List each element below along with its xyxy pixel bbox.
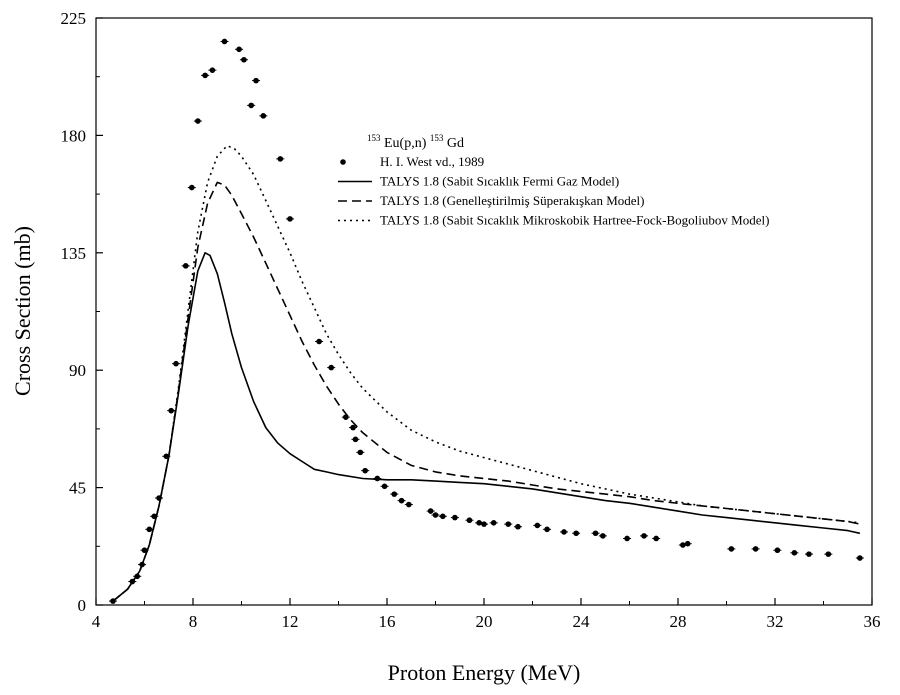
legend-label: TALYS 1.8 (Sabit Sıcaklık Mikroskobik Ha… <box>380 213 769 228</box>
data-point <box>534 522 541 529</box>
y-tick-label: 180 <box>61 126 87 145</box>
legend: 153 Eu(p,n) 153 Gd H. I. West vd., 1989 T… <box>338 130 769 228</box>
x-tick-label: 20 <box>476 612 493 631</box>
data-point <box>490 520 497 526</box>
data-point <box>195 118 201 124</box>
legend-label: TALYS 1.8 (Sabit Sıcaklık Fermi Gaz Mode… <box>380 174 619 189</box>
data-point <box>168 407 174 414</box>
data-point <box>684 540 691 547</box>
data-point <box>350 424 356 431</box>
data-point <box>439 513 446 520</box>
series-line-solid <box>112 252 861 602</box>
legend-items: H. I. West vd., 1989 TALYS 1.8 (Sabit Sıc… <box>338 154 769 228</box>
data-point <box>573 530 579 537</box>
data-point <box>752 546 759 552</box>
x-axis-ticks: 4 8 12 16 20 24 28 32 36 <box>92 598 881 631</box>
x-axis-label: Proton Energy (MeV) <box>388 660 581 685</box>
data-point <box>146 526 153 533</box>
series-line-dotted <box>112 145 860 602</box>
x-tick-label: 8 <box>189 612 198 631</box>
data-point <box>466 517 473 524</box>
data-point <box>427 508 434 514</box>
data-point <box>202 72 208 79</box>
y-tick-label: 0 <box>78 596 87 615</box>
data-point <box>248 102 254 109</box>
data-point <box>362 467 368 474</box>
data-point <box>592 530 599 537</box>
data-point <box>624 535 630 542</box>
legend-title: 153 Eu(p,n) 153 Gd <box>367 130 464 151</box>
series-line-dashed <box>112 181 861 602</box>
data-point <box>391 491 398 497</box>
data-point <box>357 449 364 456</box>
data-point <box>173 360 179 367</box>
data-point <box>515 523 521 530</box>
data-point <box>352 436 359 443</box>
data-point <box>728 546 735 552</box>
data-point <box>476 520 482 526</box>
data-point <box>221 38 228 45</box>
data-point <box>653 535 659 542</box>
series-layer <box>108 38 864 604</box>
series-experimental <box>108 38 864 604</box>
y-tick-label: 225 <box>61 9 87 28</box>
data-point <box>680 542 686 548</box>
data-point <box>806 551 812 557</box>
data-point <box>328 364 335 371</box>
legend-marker-points <box>340 159 346 165</box>
data-point <box>398 497 405 504</box>
y-tick-label: 90 <box>69 361 86 380</box>
legend-title-sup-b: 153 <box>430 133 444 143</box>
x-tick-label: 4 <box>92 612 101 631</box>
legend-label: TALYS 1.8 (Genelleştirilmiş Süperakışkan… <box>380 193 644 208</box>
data-point <box>241 56 247 63</box>
data-point <box>236 46 242 53</box>
data-point <box>481 521 487 527</box>
data-point <box>774 547 781 554</box>
legend-title-sup-a: 153 <box>367 133 381 143</box>
data-point <box>544 526 550 533</box>
x-tick-label: 24 <box>573 612 591 631</box>
data-point <box>141 547 148 554</box>
x-tick-label: 28 <box>670 612 687 631</box>
legend-title-main-a: Eu(p,n) <box>384 136 427 151</box>
y-tick-label: 45 <box>69 479 86 498</box>
x-tick-label: 32 <box>767 612 784 631</box>
data-point <box>188 184 195 191</box>
data-point <box>287 216 293 222</box>
data-point <box>641 533 647 539</box>
data-point <box>182 263 189 269</box>
x-tick-label: 16 <box>379 612 396 631</box>
plot-frame <box>95 17 873 606</box>
data-point <box>406 501 412 508</box>
plot-border <box>95 17 873 606</box>
data-point <box>561 529 567 535</box>
data-point <box>253 77 259 84</box>
y-axis-ticks: 0 45 90 135 180 225 <box>61 9 103 615</box>
data-point <box>316 338 322 345</box>
legend-label: H. I. West vd., 1989 <box>380 154 484 169</box>
data-point <box>505 521 512 527</box>
data-point <box>600 533 606 539</box>
x-tick-label: 12 <box>282 612 299 631</box>
data-point <box>209 67 216 73</box>
data-point <box>452 514 458 521</box>
y-tick-label: 135 <box>61 244 87 263</box>
data-point <box>381 483 388 490</box>
x-tick-label: 36 <box>864 612 881 631</box>
data-point <box>277 156 284 162</box>
data-point <box>825 551 832 557</box>
legend-title-main-b: Gd <box>447 136 464 151</box>
y-axis-label: Cross Section (mb) <box>10 226 35 396</box>
data-point <box>857 555 863 561</box>
data-point <box>791 550 798 556</box>
data-point <box>432 512 439 518</box>
data-point <box>260 113 267 119</box>
